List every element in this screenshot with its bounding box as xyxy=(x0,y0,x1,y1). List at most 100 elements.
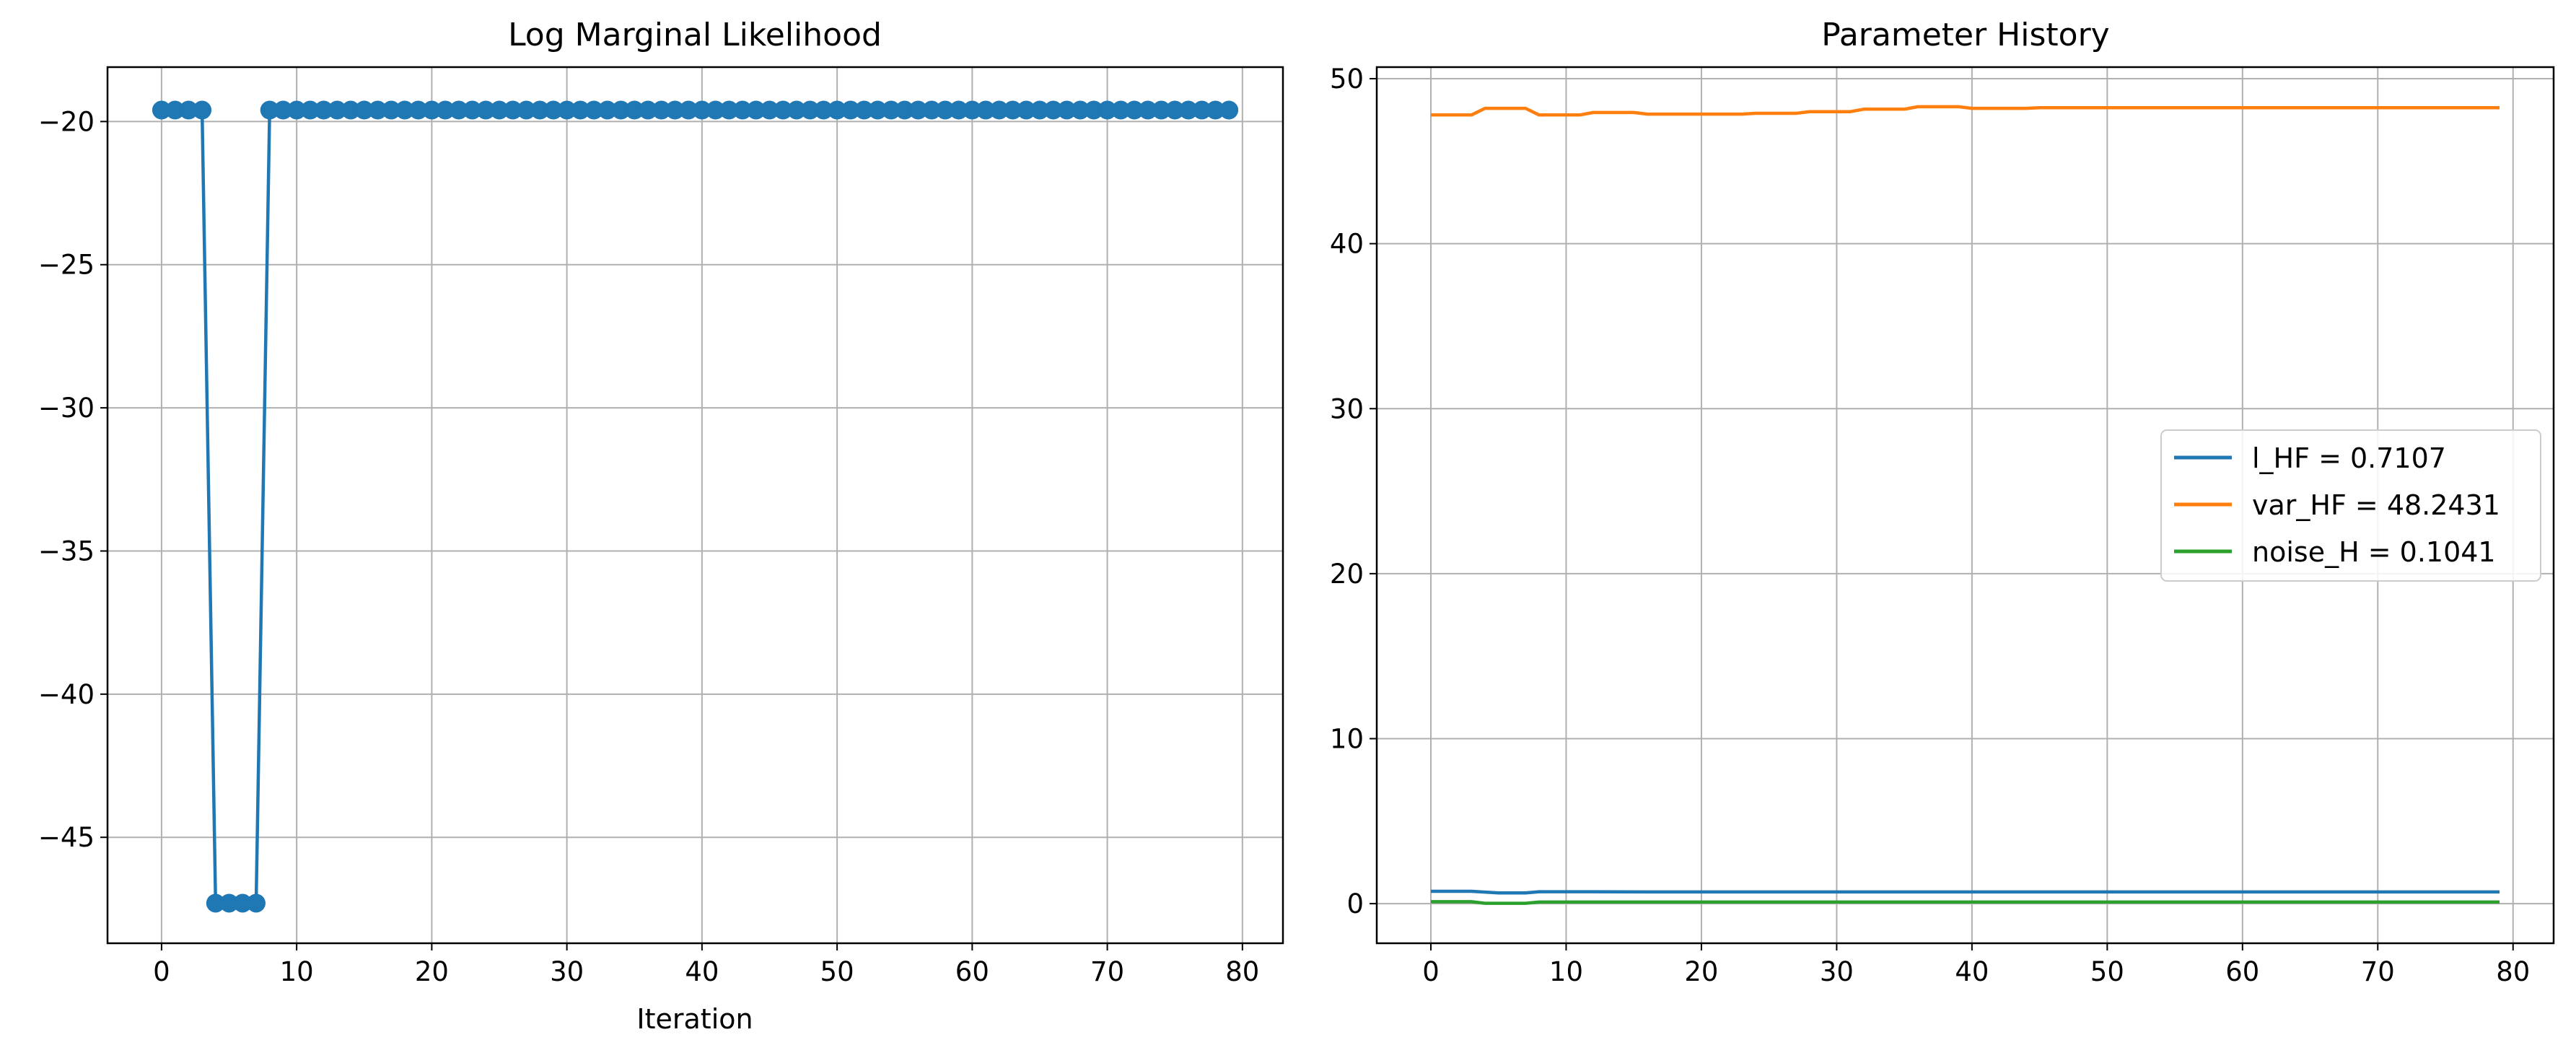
legend-box xyxy=(2160,429,2541,582)
x-tick-label: 50 xyxy=(820,956,854,987)
y-tick-label: −20 xyxy=(38,106,95,137)
data-point xyxy=(206,893,225,913)
series-layer xyxy=(1430,105,2500,905)
panel-log-marginal-likelihood: Log Marginal Likelihood 0 10 20 30 40 50 60 70 8… xyxy=(38,17,1284,1035)
data-point xyxy=(503,100,522,120)
data-point xyxy=(179,100,198,120)
data-point xyxy=(300,100,320,120)
data-point xyxy=(422,100,442,120)
data-point xyxy=(828,100,847,120)
data-point xyxy=(733,100,753,120)
data-point xyxy=(193,100,212,120)
x-tick-label: 70 xyxy=(2361,956,2395,987)
legend-entry: l_HF = 0.7107 xyxy=(2252,442,2446,474)
x-tick-label: 80 xyxy=(2496,956,2530,987)
panel-parameter-history: Parameter History 0 10 20 30 40 50 60 70 80 0 10 20… xyxy=(1330,17,2555,987)
data-point xyxy=(638,100,657,120)
data-point xyxy=(246,893,266,913)
y-tick-label: 30 xyxy=(1330,393,1364,424)
x-tick-label: 0 xyxy=(153,956,170,987)
data-point xyxy=(868,100,888,120)
data-point xyxy=(895,100,914,120)
data-point xyxy=(989,100,1009,120)
panel-title: Log Marginal Likelihood xyxy=(508,17,882,53)
x-tick-label: 80 xyxy=(1225,956,1259,987)
data-point xyxy=(922,100,942,120)
data-point xyxy=(774,100,793,120)
data-point xyxy=(1017,100,1036,120)
x-tick-label: 20 xyxy=(1684,956,1718,987)
data-point xyxy=(530,100,550,120)
data-point xyxy=(800,100,820,120)
data-point xyxy=(841,100,860,120)
legend: l_HF = 0.7107 var_HF = 48.2431 noise_H = 0… xyxy=(2160,429,2541,582)
data-point xyxy=(1152,100,1171,120)
data-point xyxy=(611,100,631,120)
y-tick-label: 20 xyxy=(1330,559,1364,590)
data-point xyxy=(963,100,982,120)
data-point xyxy=(233,893,253,913)
data-point xyxy=(760,100,779,120)
grid xyxy=(1377,67,2554,943)
data-point xyxy=(1219,100,1239,120)
data-point xyxy=(408,100,428,120)
y-tick-label: −35 xyxy=(38,535,95,567)
ticks: 0 10 20 30 40 50 60 70 80 0 10 20 30 40 50 xyxy=(1330,64,2530,987)
y-tick-label: −30 xyxy=(38,393,95,424)
data-point xyxy=(571,100,590,120)
x-tick-label: 0 xyxy=(1422,956,1440,987)
ticks: 0 10 20 30 40 50 60 70 80 −45 −40 −35 −30 −25 −20 xyxy=(38,106,1259,987)
data-point xyxy=(665,100,685,120)
data-point xyxy=(652,100,671,120)
data-point xyxy=(1192,100,1212,120)
grid xyxy=(108,67,1283,943)
data-point xyxy=(1030,100,1049,120)
data-point xyxy=(949,100,968,120)
data-point xyxy=(1057,100,1077,120)
data-point xyxy=(746,100,766,120)
x-tick-label: 10 xyxy=(1549,956,1583,987)
data-point xyxy=(679,100,698,120)
noise-h-line xyxy=(1430,900,2500,905)
y-tick-label: 40 xyxy=(1330,229,1364,260)
data-point xyxy=(1098,100,1117,120)
data-point xyxy=(490,100,509,120)
data-point xyxy=(1125,100,1144,120)
data-point xyxy=(1111,100,1131,120)
data-point xyxy=(517,100,536,120)
y-tick-label: 0 xyxy=(1346,888,1364,919)
data-point xyxy=(625,100,644,120)
x-tick-label: 40 xyxy=(1955,956,1989,987)
data-point xyxy=(719,100,739,120)
data-point xyxy=(1071,100,1090,120)
data-point xyxy=(219,893,239,913)
data-point xyxy=(1043,100,1063,120)
y-tick-label: 50 xyxy=(1330,64,1364,95)
data-point xyxy=(395,100,414,120)
data-point xyxy=(449,100,468,120)
data-point xyxy=(814,100,833,120)
data-point xyxy=(584,100,604,120)
x-axis-label: Iteration xyxy=(636,1003,753,1035)
y-tick-label: 10 xyxy=(1330,724,1364,755)
data-point xyxy=(692,100,711,120)
data-point xyxy=(1138,100,1157,120)
x-tick-label: 30 xyxy=(1820,956,1854,987)
data-point xyxy=(260,100,279,120)
data-point xyxy=(1165,100,1185,120)
data-point xyxy=(935,100,955,120)
x-tick-label: 50 xyxy=(2090,956,2124,987)
series-layer xyxy=(152,100,1239,913)
data-point xyxy=(341,100,361,120)
data-point xyxy=(287,100,307,120)
data-point xyxy=(463,100,482,120)
data-point xyxy=(328,100,347,120)
legend-entry: noise_H = 0.1041 xyxy=(2252,536,2496,568)
data-point xyxy=(882,100,901,120)
y-tick-label: −45 xyxy=(38,822,95,853)
data-point xyxy=(152,100,171,120)
data-point xyxy=(706,100,725,120)
data-point xyxy=(314,100,333,120)
axes-frame xyxy=(106,66,1284,945)
y-tick-label: −25 xyxy=(38,250,95,281)
